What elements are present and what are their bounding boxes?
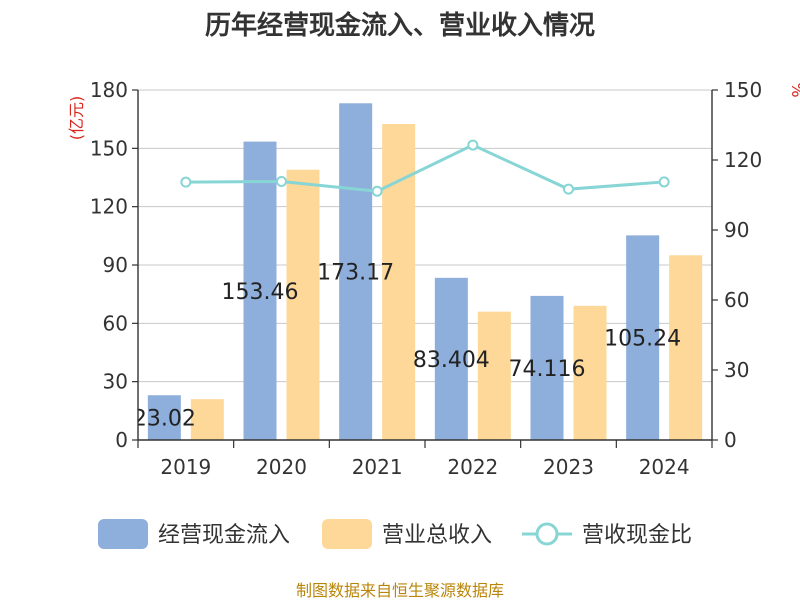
- legend-label: 经营现金流入: [158, 523, 290, 548]
- chart-title: 历年经营现金流入、营业收入情况: [205, 10, 595, 41]
- bar-cash-inflow: [243, 141, 277, 440]
- bar-revenue: [573, 305, 607, 440]
- x-tick-label: 2024: [639, 455, 690, 479]
- y-right-axis-label: %: [788, 82, 800, 97]
- ratio-line: [180, 139, 670, 197]
- ratio-line-point: [276, 175, 287, 187]
- y-left-tick-label: 120: [90, 195, 128, 219]
- data-label: 83.404: [413, 348, 490, 373]
- source-note: 制图数据来自恒生聚源数据库: [296, 581, 504, 600]
- x-tick-label: 2019: [160, 455, 211, 479]
- legend-swatch: [322, 519, 372, 549]
- bar-cash-inflow: [530, 295, 564, 440]
- bar-revenue: [286, 169, 320, 440]
- data-label: 105.24: [604, 327, 681, 352]
- data-label: 23.02: [133, 407, 196, 432]
- axes: 0 30 60 90 120 150 180 0 30 60 90 120 150 2019 2020 202…: [90, 78, 762, 479]
- legend-swatch: [98, 519, 148, 549]
- data-label: 173.17: [317, 261, 394, 286]
- bar-revenue: [477, 311, 511, 440]
- data-labels: 23.02 153.46 173.17 83.404 74.116 105.24: [133, 261, 681, 432]
- bar-revenue: [669, 255, 703, 440]
- y-left-tick-label: 30: [103, 370, 128, 394]
- y-left-tick-label: 90: [103, 253, 128, 277]
- y-right-tick-label: 60: [724, 288, 749, 312]
- y-right-tick-label: 150: [724, 78, 762, 102]
- ratio-line-point: [371, 185, 383, 197]
- ratio-line-path: [185, 143, 665, 193]
- data-label: 74.116: [509, 357, 586, 382]
- x-tick-label: 2020: [256, 455, 307, 479]
- y-right-tick-label: 30: [724, 358, 749, 382]
- bar-cash-inflow: [339, 103, 373, 441]
- y-right-tick-label: 120: [724, 148, 762, 172]
- ratio-line-point: [658, 176, 670, 188]
- legend-swatch-marker: [535, 522, 559, 546]
- y-right-tick-label: 90: [724, 218, 749, 242]
- y-left-tick-label: 180: [90, 78, 128, 102]
- bar-revenue: [190, 399, 224, 440]
- bars: [147, 103, 703, 441]
- ratio-line-point: [180, 176, 192, 188]
- grid-lines: [138, 89, 712, 383]
- x-tick-label: 2021: [352, 455, 403, 479]
- y-left-tick-label: 60: [103, 311, 128, 335]
- x-tick-label: 2023: [543, 455, 594, 479]
- data-label: 153.46: [222, 280, 299, 305]
- bar-cash-inflow: [434, 277, 468, 440]
- y-right-tick-label: 0: [724, 428, 737, 452]
- y-left-tick-label: 150: [90, 136, 128, 160]
- x-tick-label: 2022: [447, 455, 498, 479]
- legend-label: 营收现金比: [582, 523, 692, 548]
- ratio-line-point: [467, 139, 479, 151]
- y-left-tick-label: 0: [115, 428, 128, 452]
- legend-label: 营业总收入: [382, 523, 492, 548]
- ratio-line-point: [563, 183, 574, 195]
- bar-cash-inflow: [626, 235, 660, 440]
- y-left-axis-label: (亿元): [67, 96, 86, 141]
- bar-cash-inflow: [147, 395, 181, 440]
- legend: 经营现金流入 营业总收入 营收现金比: [98, 519, 692, 549]
